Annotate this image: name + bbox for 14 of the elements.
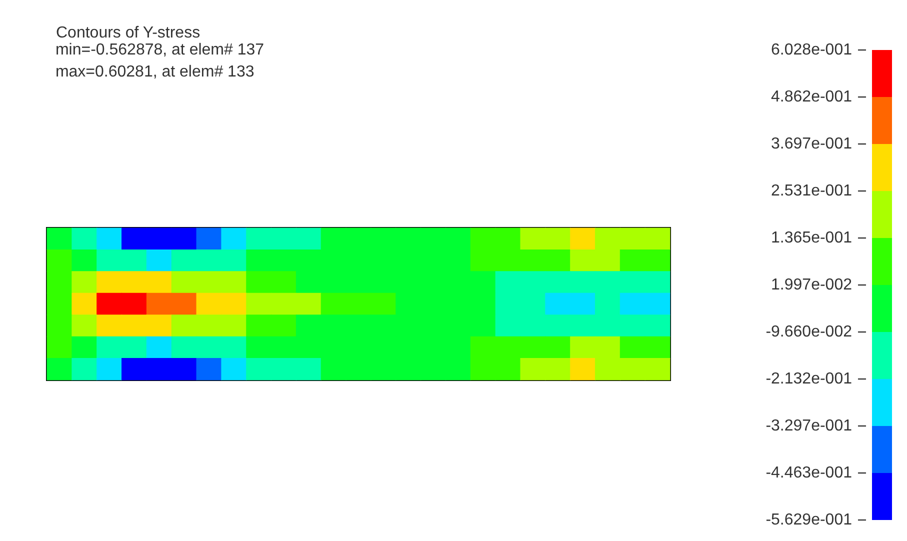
color-bar-label: -3.297e-001 <box>766 417 852 434</box>
color-bar-label: 4.862e-001 <box>771 88 852 106</box>
color-bar-label: -4.463e-001 <box>766 464 852 482</box>
chart-title: Contours of Y-stress <box>56 24 200 42</box>
color-bar-label: 1.365e-001 <box>771 230 852 247</box>
color-bar-label: 1.997e-002 <box>771 276 852 294</box>
color-bar-label: 6.028e-001 <box>771 42 852 58</box>
text: min=-0.562878, at elem# 137 <box>51 42 264 58</box>
color-bar-label: -2.132e-001 <box>766 370 852 388</box>
color-bar-label: 3.697e-001 <box>771 135 852 152</box>
text: max=0.60281, at elem# 133 <box>51 64 254 80</box>
color-bar-label: -5.629e-001 <box>766 512 852 528</box>
color-bar-label: -9.660e-002 <box>766 323 852 340</box>
color-bar-label: 2.531e-001 <box>771 182 852 200</box>
